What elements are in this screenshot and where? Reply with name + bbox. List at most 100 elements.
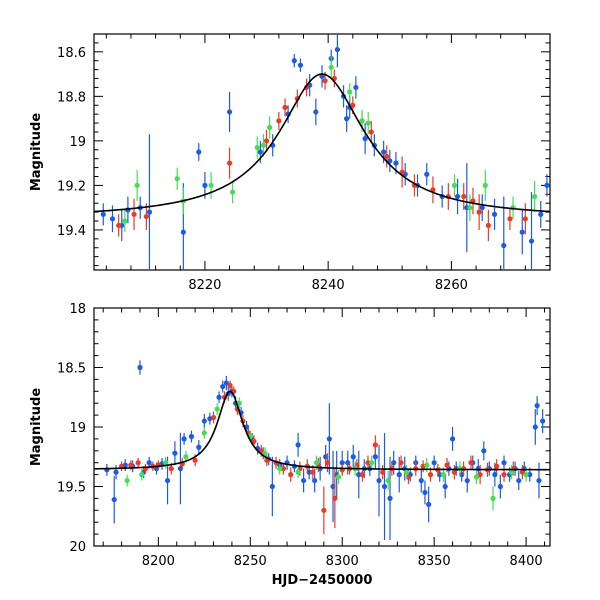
data-point-blue: [180, 229, 186, 235]
data-point-red: [310, 469, 316, 475]
data-point-green: [467, 205, 473, 211]
data-point-blue: [528, 238, 535, 244]
data-point-green: [254, 144, 260, 151]
data-point-red: [168, 466, 174, 472]
data-point-blue: [464, 477, 470, 484]
data-point-blue: [164, 477, 171, 484]
plot-area: [94, 360, 550, 541]
data-point-blue: [137, 364, 143, 371]
y-tick-label: 20: [69, 540, 86, 555]
data-point-red: [263, 138, 270, 144]
data-point-green: [214, 406, 220, 412]
data-point-red: [485, 222, 491, 229]
y-tick-label: 18.5: [57, 362, 86, 377]
data-point-blue: [319, 73, 325, 79]
data-point-blue: [188, 433, 195, 440]
data-point-blue: [381, 483, 388, 490]
data-point-green: [482, 182, 488, 188]
data-point-blue: [172, 450, 178, 456]
data-point-green: [490, 495, 496, 501]
model-fit-curve: [94, 73, 550, 213]
data-point-green: [277, 466, 283, 472]
x-tick-label: 8260: [435, 278, 468, 293]
data-point-green: [295, 469, 301, 475]
data-point-blue: [534, 402, 540, 409]
data-point-red: [226, 160, 233, 166]
data-point-green: [335, 474, 342, 480]
y-tick-label: 18.8: [57, 90, 86, 105]
data-point-blue: [516, 477, 522, 484]
data-point-green: [347, 89, 353, 95]
data-point-red: [128, 462, 134, 468]
data-point-red: [468, 460, 474, 466]
data-point-blue: [431, 460, 437, 466]
data-point-red: [192, 457, 198, 463]
data-point-blue: [356, 472, 362, 478]
data-point-blue: [497, 483, 503, 490]
data-point-blue: [202, 182, 208, 188]
data-point-red: [384, 153, 390, 160]
data-point-blue: [538, 211, 544, 217]
data-point-blue: [501, 242, 507, 249]
data-point-green: [403, 469, 410, 475]
data-point-blue: [269, 483, 275, 490]
data-point-red: [399, 169, 405, 175]
data-point-red: [461, 193, 467, 200]
data-point-green: [262, 450, 268, 456]
data-point-red: [427, 472, 434, 478]
x-tick-label: 8350: [418, 554, 451, 569]
data-point-blue: [481, 448, 487, 454]
data-point-blue: [491, 211, 498, 217]
data-point-green: [230, 189, 236, 195]
plot-frame: [93, 33, 551, 271]
data-point-red: [365, 460, 371, 466]
data-point-blue: [424, 171, 430, 177]
data-point-green: [124, 477, 130, 484]
data-point-green: [174, 176, 180, 182]
x-tick-label: 8300: [326, 554, 359, 569]
data-point-blue: [339, 460, 345, 466]
data-point-blue: [396, 472, 402, 478]
data-point-red: [477, 472, 483, 478]
data-point-green: [328, 64, 334, 70]
data-point-red: [501, 472, 507, 478]
bottom-panel: 8200 8250 8300 8350 8400 18 18.5 19 19.5 20 Magnit…: [29, 302, 551, 588]
data-point-blue: [479, 205, 485, 211]
top-panel: 8220 8240 8260 18.6 18.8 19 19.2 19.4 Magnitude: [29, 33, 551, 293]
data-point-red: [210, 414, 217, 421]
data-point-red: [280, 466, 286, 472]
data-point-green: [201, 430, 207, 436]
data-point-blue: [297, 62, 304, 68]
data-point-red: [398, 460, 404, 466]
y-tick-label: 19.2: [57, 179, 86, 194]
data-point-blue: [291, 58, 297, 64]
data-point-red: [321, 507, 327, 513]
data-point-blue: [536, 477, 542, 484]
data-point-blue: [100, 211, 106, 217]
data-point-red: [494, 463, 500, 469]
data-point-red: [324, 460, 331, 466]
data-point-red: [135, 460, 141, 466]
data-point-blue: [146, 209, 153, 215]
data-point-green: [451, 182, 458, 188]
data-point-blue: [111, 496, 117, 503]
data-point-green: [267, 124, 273, 131]
data-point-blue: [353, 84, 359, 91]
y-tick-label: 19: [69, 421, 86, 436]
data-point-green: [134, 182, 140, 188]
data-point-blue: [196, 444, 202, 450]
data-point-red: [451, 469, 457, 475]
data-point-blue: [344, 116, 350, 122]
data-point-blue: [387, 158, 393, 164]
data-point-blue: [201, 418, 207, 424]
data-point-green: [457, 466, 463, 472]
data-point-green: [260, 142, 267, 148]
data-point-blue: [426, 501, 432, 507]
data-point-blue: [449, 436, 456, 442]
data-point-blue: [220, 383, 226, 390]
data-point-green: [440, 472, 446, 478]
data-point-red: [276, 118, 282, 124]
data-point-red: [519, 469, 526, 475]
data-point-blue: [226, 109, 233, 115]
